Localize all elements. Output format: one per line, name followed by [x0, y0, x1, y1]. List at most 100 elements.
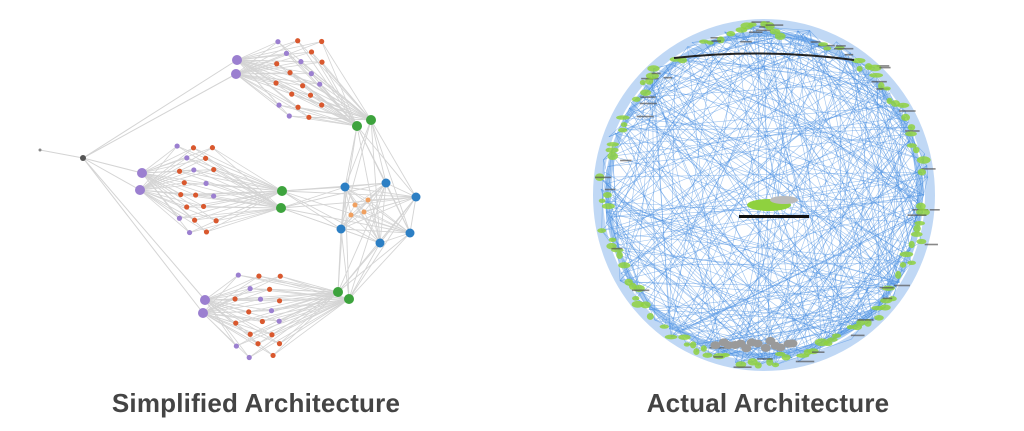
node-label-mark	[651, 72, 661, 75]
edge	[321, 104, 372, 121]
inner-node	[190, 145, 197, 151]
bottom-gray-node	[760, 343, 771, 352]
exit-node	[352, 121, 362, 131]
edge	[236, 298, 350, 347]
inner-node	[306, 114, 312, 120]
ring-node	[916, 156, 931, 164]
edge	[141, 172, 207, 184]
ring-node	[602, 191, 612, 199]
edge	[82, 157, 143, 174]
edge	[141, 147, 194, 174]
ring-node	[907, 260, 916, 266]
edge	[272, 291, 339, 356]
edge	[620, 273, 792, 359]
inner-node	[193, 192, 199, 198]
edge	[785, 35, 906, 112]
core-node	[336, 224, 346, 234]
entry-node	[200, 295, 210, 305]
node-label-mark	[759, 26, 769, 28]
edge	[665, 65, 793, 359]
edge	[926, 165, 929, 178]
edge	[248, 291, 339, 313]
edge	[730, 165, 928, 356]
edge	[832, 244, 912, 340]
inner-node	[257, 296, 264, 302]
edge	[741, 29, 893, 299]
ring-node	[908, 240, 915, 249]
edge	[622, 117, 912, 146]
entry-node	[135, 185, 145, 195]
ring-node	[913, 224, 921, 233]
inner-node	[246, 354, 252, 361]
edge	[203, 206, 282, 209]
edge	[851, 60, 886, 308]
node-label-mark	[639, 102, 657, 105]
edge	[686, 56, 808, 353]
edge	[235, 51, 312, 75]
edge	[279, 298, 350, 302]
edge	[703, 249, 911, 349]
core-node	[405, 228, 415, 238]
inner-node	[184, 155, 190, 161]
ring-node	[659, 324, 669, 329]
edge	[236, 51, 312, 61]
inner-node	[308, 49, 315, 55]
edge	[235, 298, 350, 324]
edge	[236, 40, 298, 61]
inner-node	[247, 331, 253, 337]
edge	[82, 157, 206, 301]
edge	[340, 228, 411, 234]
ring-node	[913, 146, 920, 154]
ring-node	[831, 333, 842, 338]
inner-node	[246, 309, 252, 315]
ring-node	[846, 324, 855, 330]
inner-node	[178, 191, 184, 198]
node-label-mark	[857, 319, 874, 321]
ring-node	[897, 102, 910, 108]
edge	[812, 249, 911, 352]
ring-node	[702, 352, 713, 358]
edge	[139, 182, 207, 191]
edge	[623, 124, 822, 343]
edge	[236, 59, 322, 106]
edge	[779, 103, 896, 355]
ring-node	[598, 198, 606, 203]
edge	[877, 81, 911, 250]
edge	[139, 147, 213, 191]
edge	[653, 68, 670, 330]
edge	[249, 298, 350, 358]
edge	[206, 182, 283, 192]
inner-node	[184, 204, 190, 210]
ring-node	[886, 97, 893, 105]
edge	[385, 182, 411, 234]
edge	[260, 291, 339, 300]
inner-node	[235, 272, 241, 278]
ring-node	[689, 341, 697, 349]
edge	[635, 75, 877, 299]
inner-node	[295, 38, 301, 44]
edge	[348, 242, 381, 300]
bottom-gray-node	[752, 339, 763, 348]
edge	[82, 157, 141, 191]
edge	[681, 206, 921, 331]
inner-node	[276, 341, 283, 347]
edge	[624, 100, 890, 266]
edge	[350, 214, 411, 234]
edge	[344, 186, 417, 198]
edge	[785, 122, 909, 358]
edge	[888, 153, 925, 289]
ring-node	[874, 315, 884, 321]
edge	[321, 61, 358, 127]
edge	[204, 299, 274, 356]
ring-node	[905, 131, 917, 137]
inner-node	[319, 38, 325, 45]
edge	[236, 59, 277, 65]
edge	[213, 169, 282, 209]
inner-node	[191, 167, 197, 173]
edge	[348, 182, 387, 300]
edge	[139, 189, 217, 222]
edge	[370, 119, 417, 198]
edge	[654, 319, 759, 366]
edge	[344, 186, 350, 300]
entry-node	[198, 308, 208, 318]
